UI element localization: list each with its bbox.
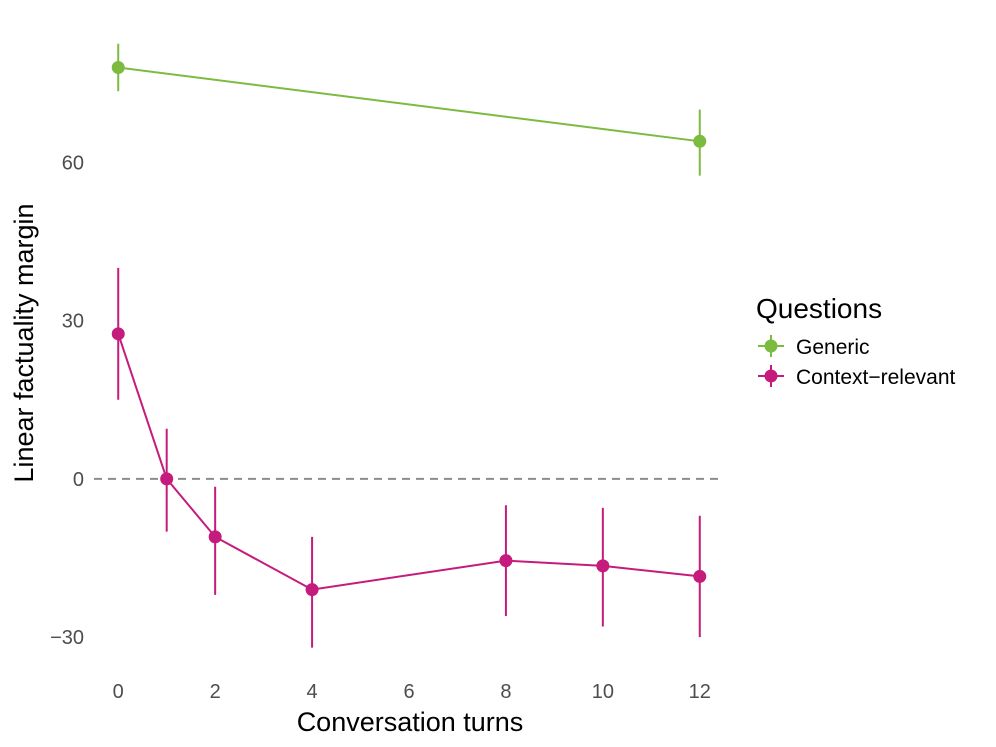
series-line [118,66,700,143]
data-point [208,530,222,544]
legend-title: Questions [756,293,882,324]
data-point [499,554,513,568]
x-tick-label: 2 [210,681,221,703]
y-tick-label: 60 [62,152,84,174]
data-point [305,583,319,597]
y-tick-label: −30 [50,627,84,649]
series-1 [111,267,707,648]
data-point [693,569,707,583]
series-line [117,333,700,591]
series-0 [111,43,707,176]
y-tick-label: 30 [62,311,84,333]
series-layer [111,43,707,648]
x-tick-label: 0 [113,681,124,703]
legend-items: Generic Context−relevant [758,335,956,389]
data-point [596,559,610,573]
x-axis-title: Conversation turns [297,707,524,737]
legend-key-point [764,369,778,383]
data-point [111,60,125,74]
legend-item: Generic [758,335,870,359]
x-tick-label: 4 [307,681,318,703]
x-axis-ticks: 0 2 4 6 8 10 12 [113,681,711,703]
y-axis-title: Linear factuality margin [9,203,39,482]
legend-key-point [764,339,778,353]
legend-item: Context−relevant [758,365,956,389]
legend-label: Generic [796,336,870,359]
data-point [160,472,174,486]
x-tick-label: 6 [403,681,414,703]
x-tick-label: 8 [500,681,511,703]
x-tick-label: 12 [689,681,711,703]
y-tick-label: 0 [73,469,84,491]
legend-label: Context−relevant [796,366,956,389]
legend: Questions Generic Context−relevant [756,293,956,389]
data-point [693,134,707,148]
y-axis-ticks: −30 0 30 60 [50,152,84,649]
data-point [111,327,125,341]
x-tick-label: 10 [592,681,614,703]
